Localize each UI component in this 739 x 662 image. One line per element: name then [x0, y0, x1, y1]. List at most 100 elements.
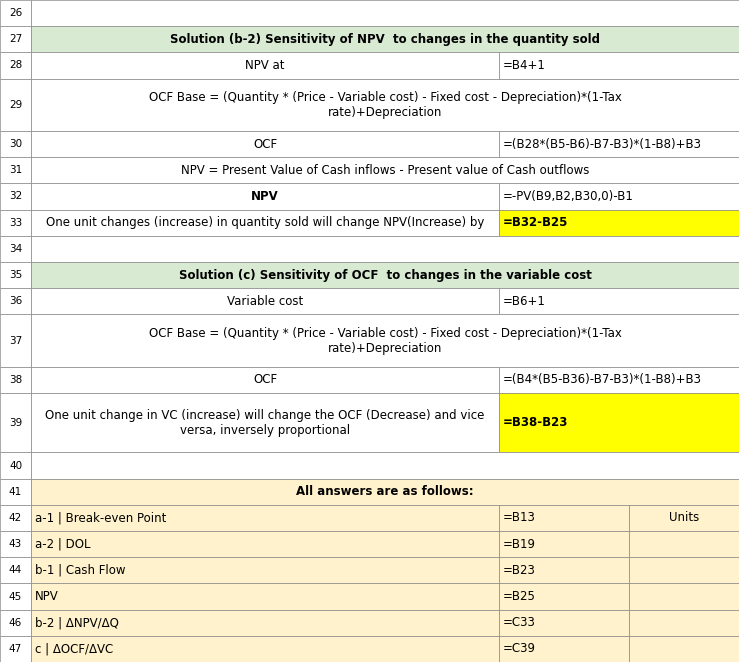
Text: 44: 44 — [9, 565, 22, 575]
Bar — [629, 557, 739, 583]
Text: 31: 31 — [9, 166, 22, 175]
Text: Variable cost: Variable cost — [227, 295, 303, 308]
Bar — [0, 610, 31, 636]
Text: =B38-B23: =B38-B23 — [503, 416, 568, 429]
Bar — [31, 610, 499, 636]
Text: 47: 47 — [9, 644, 22, 654]
Text: =(B28*(B5-B6)-B7-B3)*(1-B8)+B3: =(B28*(B5-B6)-B7-B3)*(1-B8)+B3 — [503, 138, 702, 150]
Text: 35: 35 — [9, 270, 22, 280]
Text: Solution (c) Sensitivity of OCF  to changes in the variable cost: Solution (c) Sensitivity of OCF to chang… — [179, 269, 591, 281]
Bar — [499, 505, 629, 531]
Text: 33: 33 — [9, 218, 22, 228]
Bar — [31, 393, 499, 452]
Bar — [31, 0, 739, 26]
Text: =B4+1: =B4+1 — [503, 59, 546, 72]
Bar — [0, 26, 31, 52]
Bar — [31, 452, 739, 479]
Bar — [0, 505, 31, 531]
Text: NPV = Present Value of Cash inflows - Present value of Cash outflows: NPV = Present Value of Cash inflows - Pr… — [181, 164, 589, 177]
Bar — [0, 52, 31, 79]
Text: All answers are as follows:: All answers are as follows: — [296, 485, 474, 498]
Bar — [0, 288, 31, 314]
Bar — [0, 79, 31, 131]
Text: 46: 46 — [9, 618, 22, 628]
Text: 28: 28 — [9, 60, 22, 70]
Bar — [31, 288, 499, 314]
Text: =-PV(B9,B2,B30,0)-B1: =-PV(B9,B2,B30,0)-B1 — [503, 190, 634, 203]
Text: NPV: NPV — [251, 190, 279, 203]
Text: =(B4*(B5-B36)-B7-B3)*(1-B8)+B3: =(B4*(B5-B36)-B7-B3)*(1-B8)+B3 — [503, 373, 702, 387]
Bar — [31, 531, 499, 557]
Bar — [0, 583, 31, 610]
Text: OCF: OCF — [253, 138, 277, 150]
Bar — [499, 531, 629, 557]
Bar — [0, 183, 31, 210]
Bar — [31, 236, 739, 262]
Bar — [0, 531, 31, 557]
Text: =C33: =C33 — [503, 616, 536, 629]
Text: OCF Base = (Quantity * (Price - Variable cost) - Fixed cost - Depreciation)*(1-T: OCF Base = (Quantity * (Price - Variable… — [149, 91, 621, 118]
Bar — [629, 531, 739, 557]
Bar — [0, 636, 31, 662]
Bar — [0, 236, 31, 262]
Bar — [31, 210, 499, 236]
Bar — [0, 131, 31, 157]
Text: 36: 36 — [9, 296, 22, 307]
Bar — [0, 314, 31, 367]
Bar — [499, 557, 629, 583]
Bar — [0, 479, 31, 505]
Text: 40: 40 — [9, 461, 22, 471]
Text: One unit change in VC (increase) will change the OCF (Decrease) and vice
versa, : One unit change in VC (increase) will ch… — [45, 408, 485, 437]
Bar — [499, 131, 739, 157]
Text: OCF: OCF — [253, 373, 277, 387]
Bar — [31, 183, 499, 210]
Bar — [31, 262, 739, 288]
Text: =B25: =B25 — [503, 590, 536, 603]
Bar — [31, 79, 739, 131]
Bar — [0, 210, 31, 236]
Text: 34: 34 — [9, 244, 22, 254]
Bar — [499, 610, 629, 636]
Text: One unit changes (increase) in quantity sold will change NPV(Increase) by: One unit changes (increase) in quantity … — [46, 216, 484, 229]
Text: 32: 32 — [9, 191, 22, 201]
Text: 42: 42 — [9, 513, 22, 523]
Text: 29: 29 — [9, 100, 22, 110]
Bar — [499, 52, 739, 79]
Text: b-1 | Cash Flow: b-1 | Cash Flow — [35, 564, 126, 577]
Bar — [31, 314, 739, 367]
Text: NPV: NPV — [35, 590, 58, 603]
Text: =C39: =C39 — [503, 642, 536, 655]
Text: =B19: =B19 — [503, 538, 536, 551]
Text: b-2 | ΔNPV/ΔQ: b-2 | ΔNPV/ΔQ — [35, 616, 119, 629]
Bar — [499, 367, 739, 393]
Bar — [0, 157, 31, 183]
Text: 37: 37 — [9, 336, 22, 346]
Text: NPV at: NPV at — [245, 59, 285, 72]
Bar — [0, 262, 31, 288]
Text: 43: 43 — [9, 539, 22, 549]
Bar — [0, 557, 31, 583]
Text: =B32-B25: =B32-B25 — [503, 216, 568, 229]
Text: OCF Base = (Quantity * (Price - Variable cost) - Fixed cost - Depreciation)*(1-T: OCF Base = (Quantity * (Price - Variable… — [149, 326, 621, 355]
Text: c | ΔOCF/ΔVC: c | ΔOCF/ΔVC — [35, 642, 113, 655]
Bar — [31, 26, 739, 52]
Text: 38: 38 — [9, 375, 22, 385]
Text: a-1 | Break-even Point: a-1 | Break-even Point — [35, 512, 166, 524]
Text: =B6+1: =B6+1 — [503, 295, 546, 308]
Bar — [629, 636, 739, 662]
Bar — [31, 52, 499, 79]
Bar — [0, 0, 31, 26]
Text: 39: 39 — [9, 418, 22, 428]
Bar — [31, 479, 739, 505]
Text: 45: 45 — [9, 592, 22, 602]
Bar — [629, 583, 739, 610]
Text: a-2 | DOL: a-2 | DOL — [35, 538, 90, 551]
Bar — [499, 636, 629, 662]
Text: 27: 27 — [9, 34, 22, 44]
Text: =B23: =B23 — [503, 564, 536, 577]
Bar — [31, 636, 499, 662]
Bar — [0, 367, 31, 393]
Text: 30: 30 — [9, 139, 22, 149]
Text: 26: 26 — [9, 8, 22, 18]
Bar — [31, 157, 739, 183]
